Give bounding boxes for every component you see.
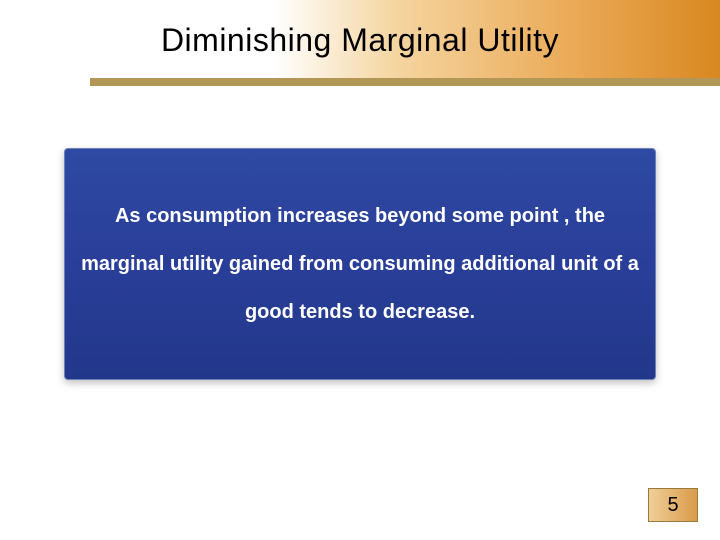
page-number-box: 5 bbox=[648, 488, 698, 522]
content-box: As consumption increases beyond some poi… bbox=[64, 148, 656, 380]
page-number: 5 bbox=[667, 494, 678, 517]
page-title: Diminishing Marginal Utility bbox=[0, 22, 720, 59]
accent-bar bbox=[90, 78, 720, 86]
content-text: As consumption increases beyond some poi… bbox=[65, 192, 655, 336]
